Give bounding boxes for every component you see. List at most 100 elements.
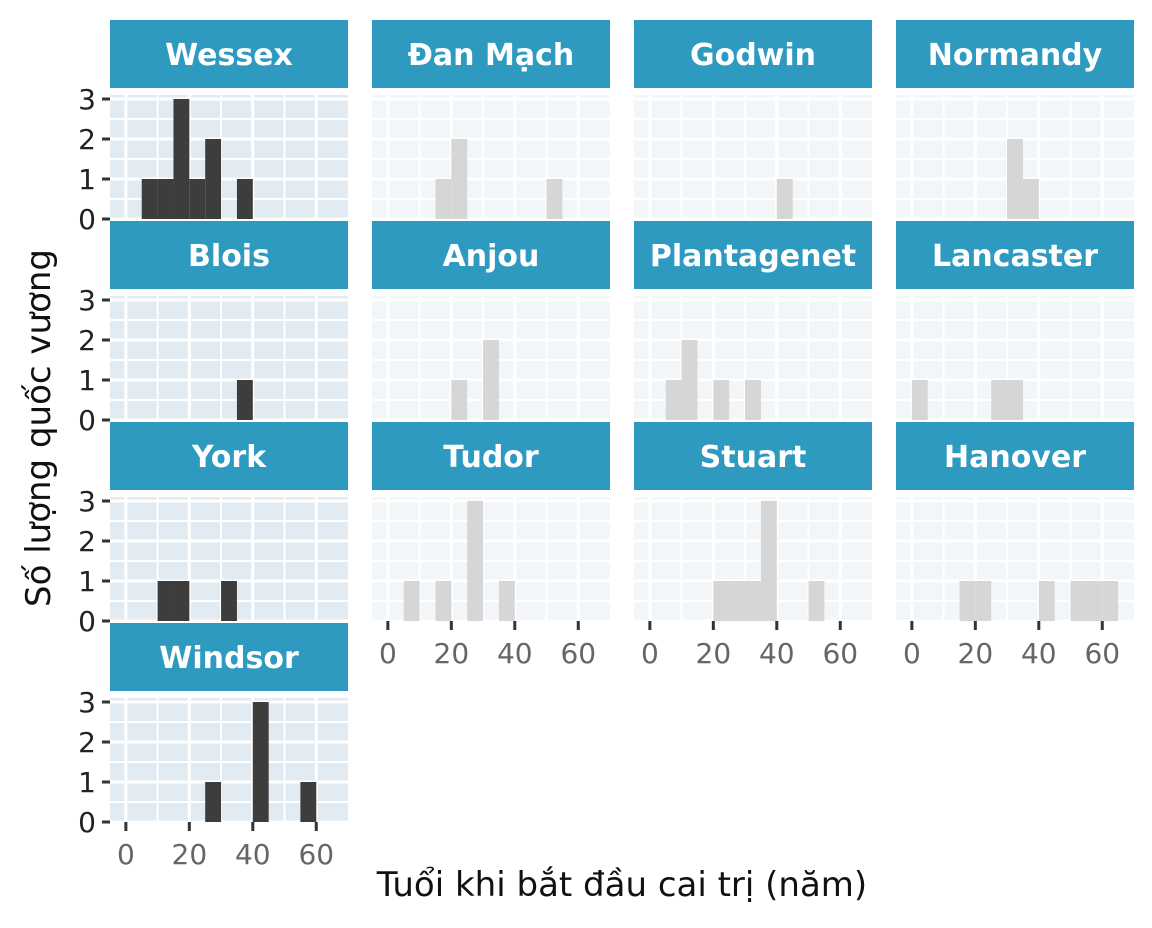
bar-dan-mach-20 (451, 139, 468, 219)
bar-hanover-20 (975, 581, 992, 621)
x-tick-label-60: 60 (1084, 637, 1120, 670)
strip-windsor (110, 623, 348, 691)
bar-tudor-25 (467, 501, 484, 621)
strip-wessex (110, 20, 348, 88)
bar-york-15 (173, 581, 190, 621)
y-axis-title: Số lượng quốc vương (19, 249, 59, 607)
panel-windsor: Windsor 0 1 2 3 0 20 40 60 (78, 623, 348, 871)
x-tick-label-20: 20 (958, 637, 994, 670)
panels-layer: Wessex 0 1 2 3 Đan Mạch Godwin Normandy Blois 0 1 2… (78, 20, 1134, 871)
strip-stuart (634, 422, 872, 490)
strip-tudor (372, 422, 610, 490)
bar-windsor-25 (205, 782, 222, 822)
bar-hanover-40 (1038, 581, 1055, 621)
panel-york: York 0 1 2 3 (78, 422, 348, 638)
panel-wessex: Wessex 0 1 2 3 (78, 20, 348, 236)
plot-bg-dan-mach (372, 95, 610, 219)
plot-bg-blois (110, 296, 348, 420)
panel-anjou: Anjou (372, 221, 610, 422)
bar-lancaster-0 (911, 380, 928, 420)
bar-dan-mach-15 (435, 179, 452, 219)
x-axis-title: Tuổi khi bắt đầu cai trị (năm) (376, 865, 867, 905)
y-tick-label-0: 0 (78, 605, 96, 638)
strip-label-normandy: Normandy (928, 38, 1103, 73)
y-tick-label-3: 3 (78, 686, 96, 719)
y-tick-label-1: 1 (78, 163, 96, 196)
bar-wessex-10 (157, 179, 174, 219)
strip-york (110, 422, 348, 490)
bar-tudor-15 (435, 581, 452, 621)
bar-plantagenet-20 (713, 380, 730, 420)
strip-label-wessex: Wessex (165, 38, 293, 73)
panel-normandy: Normandy (896, 20, 1134, 221)
strip-label-stuart: Stuart (700, 440, 807, 475)
strip-label-dan-mach: Đan Mạch (408, 38, 574, 73)
bar-godwin-40 (776, 179, 793, 219)
strip-hanover (896, 422, 1134, 490)
bar-stuart-50 (808, 581, 825, 621)
panel-godwin: Godwin (634, 20, 872, 221)
x-tick-label-0: 0 (379, 637, 397, 670)
y-tick-label-2: 2 (78, 525, 96, 558)
y-tick-label-0: 0 (78, 203, 96, 236)
y-tick-label-3: 3 (78, 284, 96, 317)
x-tick-label-0: 0 (903, 637, 921, 670)
y-tick-label-1: 1 (78, 766, 96, 799)
x-tick-label-20: 20 (434, 637, 470, 670)
panel-plantagenet: Plantagenet (634, 221, 872, 422)
strip-blois (110, 221, 348, 289)
bar-normandy-30 (1007, 139, 1023, 219)
strip-normandy (896, 20, 1134, 88)
panel-hanover: Hanover 0 20 40 60 (896, 422, 1134, 670)
bar-wessex-20 (189, 179, 206, 219)
x-tick-label-0: 0 (641, 637, 659, 670)
x-tick-label-40: 40 (497, 637, 533, 670)
bar-wessex-15 (173, 99, 190, 219)
y-tick-label-2: 2 (78, 324, 96, 357)
strip-label-plantagenet: Plantagenet (650, 239, 856, 274)
bar-hanover-15 (959, 581, 976, 621)
x-tick-label-60: 60 (822, 637, 858, 670)
bar-tudor-5 (403, 581, 420, 621)
y-tick-label-1: 1 (78, 565, 96, 598)
strip-label-york: York (191, 440, 267, 475)
bar-windsor-40 (252, 702, 269, 822)
panel-tudor: Tudor 0 20 40 60 (372, 422, 610, 670)
bar-lancaster-30 (1007, 380, 1023, 420)
bar-hanover-55 (1086, 581, 1103, 621)
bar-normandy-35 (1022, 179, 1039, 219)
bar-wessex-35 (236, 179, 253, 219)
strip-label-anjou: Anjou (443, 239, 540, 274)
y-tick-label-1: 1 (78, 364, 96, 397)
bar-wessex-5 (141, 179, 158, 219)
strip-dan-mach (372, 20, 610, 88)
plot-bg-godwin (634, 95, 872, 219)
bar-wessex-25 (205, 139, 222, 219)
y-tick-label-0: 0 (78, 404, 96, 437)
strip-label-godwin: Godwin (690, 38, 816, 73)
bar-plantagenet-5 (665, 380, 682, 420)
strip-label-hanover: Hanover (944, 440, 1086, 475)
x-tick-label-60: 60 (560, 637, 596, 670)
bar-plantagenet-10 (681, 340, 698, 420)
bar-stuart-30 (745, 581, 761, 621)
bar-hanover-50 (1070, 581, 1087, 621)
x-tick-label-40: 40 (759, 637, 795, 670)
x-tick-label-60: 60 (298, 838, 334, 871)
bar-stuart-35 (760, 501, 777, 621)
bar-dan-mach-50 (546, 179, 563, 219)
strip-label-windsor: Windsor (159, 641, 299, 676)
bar-plantagenet-30 (745, 380, 761, 420)
y-tick-label-3: 3 (78, 485, 96, 518)
panel-lancaster: Lancaster (896, 221, 1134, 422)
bar-hanover-60 (1102, 581, 1119, 621)
bar-stuart-25 (729, 581, 746, 621)
strip-anjou (372, 221, 610, 289)
x-tick-label-40: 40 (235, 838, 271, 871)
bar-anjou-30 (483, 340, 499, 420)
strip-label-tudor: Tudor (443, 440, 539, 475)
y-tick-label-2: 2 (78, 123, 96, 156)
y-tick-label-2: 2 (78, 726, 96, 759)
y-tick-label-3: 3 (78, 83, 96, 116)
strip-label-blois: Blois (188, 239, 270, 274)
